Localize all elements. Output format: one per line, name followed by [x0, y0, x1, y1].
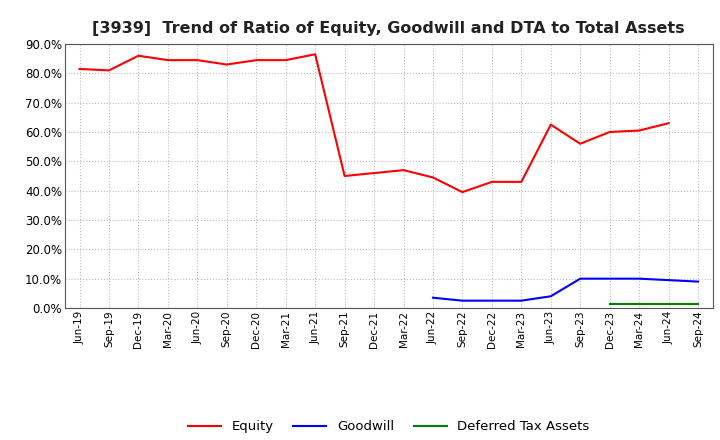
Equity	[606, 129, 614, 135]
Equity	[193, 58, 202, 63]
Equity	[635, 128, 644, 133]
Deferred Tax Assets	[635, 301, 644, 306]
Goodwill	[576, 276, 585, 281]
Line: Goodwill: Goodwill	[433, 279, 698, 301]
Equity	[252, 58, 261, 63]
Equity	[428, 175, 437, 180]
Equity	[487, 179, 496, 184]
Equity	[134, 53, 143, 59]
Goodwill	[458, 298, 467, 303]
Equity	[163, 58, 172, 63]
Goodwill	[665, 278, 673, 283]
Goodwill	[517, 298, 526, 303]
Goodwill	[694, 279, 703, 284]
Equity	[75, 66, 84, 72]
Goodwill	[428, 295, 437, 301]
Equity	[458, 190, 467, 195]
Title: [3939]  Trend of Ratio of Equity, Goodwill and DTA to Total Assets: [3939] Trend of Ratio of Equity, Goodwil…	[92, 21, 685, 36]
Equity	[282, 58, 290, 63]
Line: Equity: Equity	[79, 54, 669, 192]
Equity	[222, 62, 231, 67]
Goodwill	[635, 276, 644, 281]
Equity	[341, 173, 349, 179]
Equity	[546, 122, 555, 127]
Equity	[665, 121, 673, 126]
Deferred Tax Assets	[606, 301, 614, 306]
Equity	[311, 51, 320, 57]
Deferred Tax Assets	[665, 301, 673, 306]
Equity	[576, 141, 585, 147]
Goodwill	[606, 276, 614, 281]
Legend: Equity, Goodwill, Deferred Tax Assets: Equity, Goodwill, Deferred Tax Assets	[183, 415, 595, 439]
Deferred Tax Assets	[694, 301, 703, 306]
Goodwill	[546, 293, 555, 299]
Equity	[399, 168, 408, 173]
Equity	[370, 170, 379, 176]
Goodwill	[487, 298, 496, 303]
Equity	[104, 68, 113, 73]
Equity	[517, 179, 526, 184]
